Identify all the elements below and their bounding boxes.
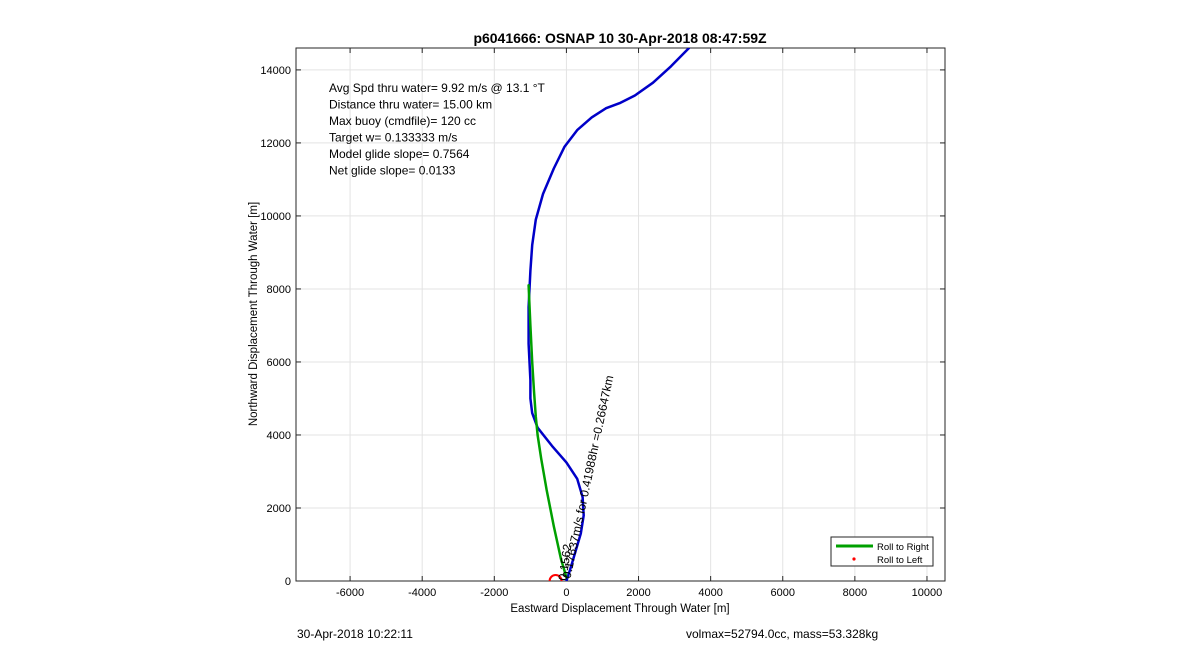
x-tick-label: -2000	[480, 587, 508, 599]
chart-title: p6041666: OSNAP 10 30-Apr-2018 08:47:59Z	[473, 30, 767, 46]
annotation-line: Net glide slope= 0.0133	[329, 164, 456, 178]
annotation-line: Target w= 0.133333 m/s	[329, 131, 457, 145]
series	[527, 48, 691, 581]
x-tick-label: -6000	[336, 587, 364, 599]
x-axis-label: Eastward Displacement Through Water [m]	[510, 603, 729, 615]
y-axis-label: Northward Displacement Through Water [m]	[248, 202, 260, 426]
grid	[296, 48, 945, 582]
start-marker	[548, 574, 563, 581]
legend-label: Roll to Right	[877, 542, 929, 553]
footer-timestamp: 30-Apr-2018 10:22:11	[297, 627, 413, 641]
legend-box	[830, 536, 934, 567]
overlap-annotation: 0.1562	[556, 543, 575, 582]
series-line-0	[527, 48, 691, 581]
series-line-1	[527, 284, 568, 579]
annotation-line: Avg Spd thru water= 9.92 m/s @ 13.1 °T	[329, 81, 546, 95]
x-tick-label: 2000	[626, 587, 650, 599]
legend-swatch-dot	[852, 557, 856, 561]
legend-label: Roll to Left	[877, 555, 923, 566]
annotation-line: Model glide slope= 0.7564	[329, 147, 470, 161]
x-tick-label: 0	[563, 587, 569, 599]
y-tick-label: 12000	[260, 138, 291, 150]
y-tick-label: 10000	[260, 211, 291, 223]
annotations: Avg Spd thru water= 9.92 m/s @ 13.1 °T Di…	[329, 81, 616, 581]
legend: Roll to Right Roll to Left	[830, 536, 934, 567]
x-tick-label: 6000	[771, 587, 795, 599]
x-tick-label: 10000	[912, 587, 943, 599]
y-tick-label: 6000	[267, 357, 291, 369]
y-tick-label: 4000	[267, 430, 291, 442]
y-tick-label: 14000	[260, 65, 291, 77]
x-tick-label: 8000	[843, 587, 867, 599]
y-tick-label: 8000	[267, 284, 291, 296]
x-tick-label: 4000	[698, 587, 722, 599]
annotation-line: Max buoy (cmdfile)= 120 cc	[329, 114, 476, 128]
axis-ticks: -6000 -4000 -2000 0 2000 4000 6000 8000 10000 0 20…	[260, 48, 945, 599]
y-tick-label: 2000	[267, 503, 291, 515]
footer-volmax-mass: volmax=52794.0cc, mass=53.328kg	[686, 627, 879, 641]
y-tick-label: 0	[285, 576, 291, 588]
plot-area	[295, 47, 946, 582]
annotation-line: Distance thru water= 15.00 km	[329, 98, 492, 112]
x-tick-label: -4000	[408, 587, 436, 599]
